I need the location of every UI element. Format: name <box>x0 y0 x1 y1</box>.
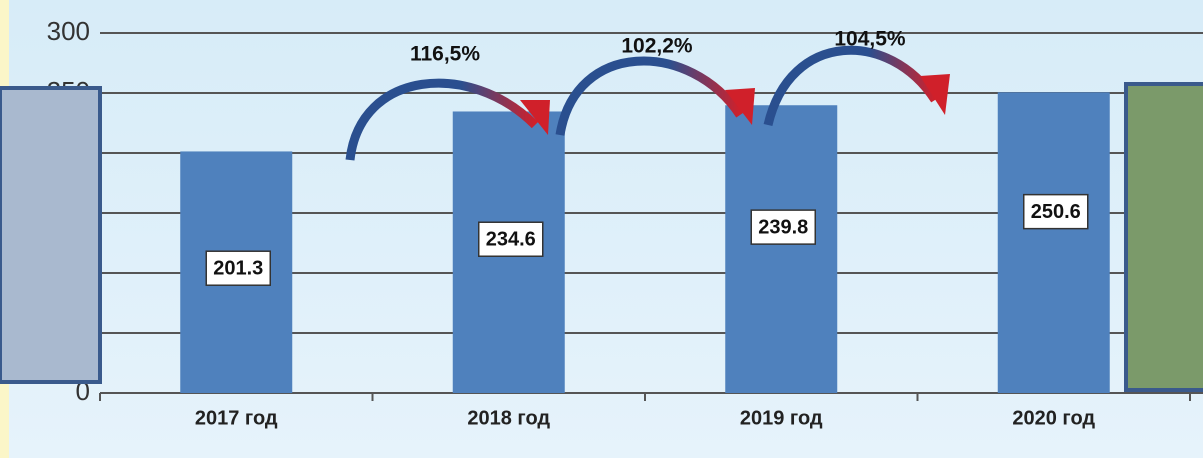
value-label-box <box>205 250 271 286</box>
value-label-box <box>478 221 544 257</box>
bar <box>725 105 838 394</box>
x-tick-label: 2019 год <box>740 407 823 429</box>
bar <box>997 92 1110 393</box>
value-label: 250.6 <box>1031 201 1081 223</box>
x-tick-label: 2018 год <box>467 407 550 429</box>
growth-label: 102,2% <box>621 35 693 58</box>
value-label-box <box>1023 193 1089 230</box>
arrowhead <box>920 74 950 115</box>
value-label: 201.3 <box>213 258 263 280</box>
value-label-box <box>750 209 816 245</box>
growth-label: 104,5% <box>834 28 906 51</box>
y-tick-label: 300 <box>47 16 90 46</box>
arrow <box>763 45 939 127</box>
arrow <box>555 56 744 136</box>
growth-label: 116,5% <box>410 43 480 66</box>
arrowhead <box>520 100 550 135</box>
value-label: 239.8 <box>758 216 808 238</box>
arrowhead <box>725 88 755 125</box>
x-tick-label: 2017 год <box>195 407 278 429</box>
photo <box>0 86 102 384</box>
x-tick-label: 2020 год <box>1012 407 1095 429</box>
value-label: 234.6 <box>486 229 536 251</box>
overlay: 201.3 234.6 239.8 250.6 116,5% 102,2% 104,5% <box>0 28 1203 392</box>
photo <box>1124 82 1203 392</box>
arrow <box>345 78 539 161</box>
